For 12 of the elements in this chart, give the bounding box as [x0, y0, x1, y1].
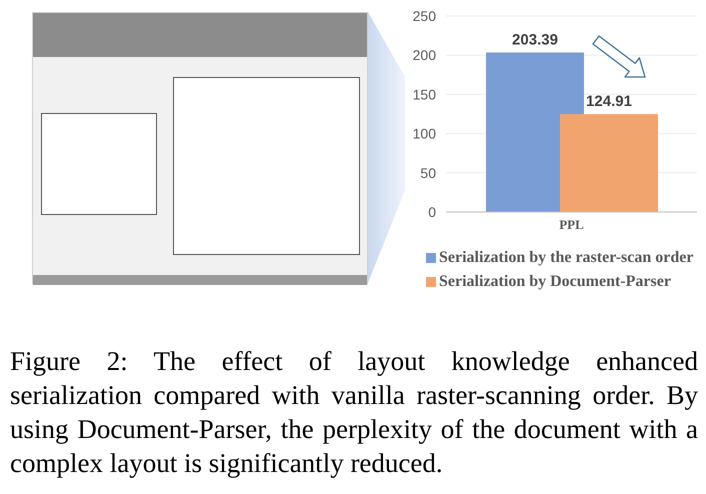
- y-tick-label: 200: [412, 47, 436, 64]
- data-label: 203.39: [512, 32, 558, 49]
- y-tick-label: 100: [412, 126, 436, 142]
- y-tick-label: 150: [412, 86, 436, 102]
- legend-label: Serialization by the raster-scan order: [439, 249, 694, 267]
- x-tick-label: PPL: [559, 217, 584, 232]
- y-tick-label: 50: [420, 164, 436, 181]
- legend-label: Serialization by Document-Parser: [439, 273, 671, 291]
- y-tick-label: 0: [428, 204, 436, 220]
- y-tick-label: 250: [412, 8, 436, 24]
- data-label: 124.91: [586, 93, 632, 110]
- caption: Figure 2: The effect of layout knowledge enhanced serialization compared with vanilla raster-scanning order. By using Document-Parser, the perplexity of the document with a complex layout is significantly reduced.: [10, 345, 698, 480]
